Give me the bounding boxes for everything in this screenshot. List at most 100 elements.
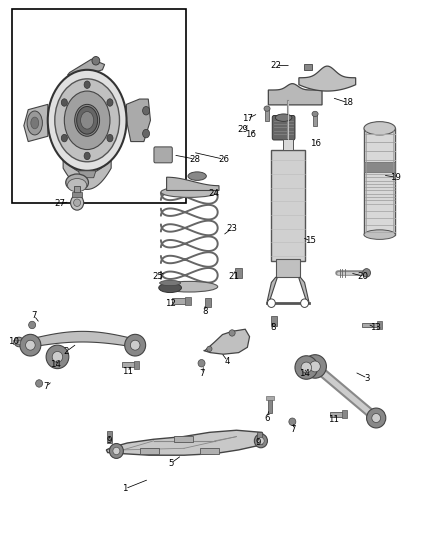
Polygon shape [29,332,136,348]
Bar [276,259,300,277]
Bar [172,298,189,304]
Ellipse shape [229,330,235,336]
Ellipse shape [55,79,120,162]
Bar [362,322,380,327]
Bar [13,340,20,344]
Bar [12,9,186,203]
Polygon shape [299,277,309,305]
Text: 12: 12 [165,299,176,308]
Ellipse shape [258,438,264,445]
Ellipse shape [289,418,296,425]
Text: 9: 9 [106,437,112,446]
Text: 14: 14 [299,369,310,378]
Polygon shape [267,277,277,305]
Ellipse shape [143,107,150,115]
Bar [122,362,137,367]
Text: 28: 28 [190,155,201,164]
Ellipse shape [364,122,396,135]
Ellipse shape [14,337,24,347]
Ellipse shape [161,281,218,292]
Text: 13: 13 [370,323,381,332]
Ellipse shape [276,114,292,122]
Text: 3: 3 [365,374,370,383]
Bar [271,150,305,261]
Ellipse shape [35,379,42,387]
Text: 10: 10 [8,337,19,346]
Text: 4: 4 [225,357,230,366]
Polygon shape [204,329,250,354]
Text: 2: 2 [64,347,69,356]
Text: 26: 26 [218,155,229,164]
Text: 15: 15 [305,237,316,246]
Text: 11: 11 [122,367,133,376]
Text: 24: 24 [208,189,219,198]
Ellipse shape [20,334,41,356]
Text: 8: 8 [202,307,208,316]
Text: 25: 25 [152,272,163,280]
Text: 1: 1 [122,484,128,493]
Bar [313,115,317,126]
Ellipse shape [304,354,326,378]
Ellipse shape [254,434,268,448]
Polygon shape [106,430,266,455]
Ellipse shape [25,340,35,350]
FancyBboxPatch shape [154,147,172,163]
Ellipse shape [113,447,120,455]
Bar [74,186,80,199]
Text: 16: 16 [245,130,256,139]
Text: 6: 6 [264,414,270,423]
Ellipse shape [92,56,100,65]
Ellipse shape [28,321,35,329]
Bar [304,64,312,70]
Ellipse shape [64,91,110,150]
Bar [364,128,396,235]
Ellipse shape [198,360,205,367]
Bar [330,412,346,417]
Text: 9: 9 [256,439,261,448]
Polygon shape [127,99,150,142]
Ellipse shape [367,408,386,428]
Text: 27: 27 [54,199,65,208]
Bar [377,321,382,329]
Text: 18: 18 [343,98,353,107]
Bar [283,139,293,150]
Ellipse shape [364,230,396,239]
Text: 7: 7 [290,425,296,434]
Bar [140,448,159,454]
Text: 16: 16 [310,139,321,148]
Ellipse shape [71,195,84,210]
Text: 19: 19 [390,173,401,182]
Bar [364,163,396,172]
Ellipse shape [161,187,218,197]
Ellipse shape [363,269,371,277]
Ellipse shape [143,130,150,138]
Ellipse shape [295,356,318,379]
Text: 14: 14 [50,360,61,369]
Ellipse shape [77,107,98,134]
Polygon shape [78,171,96,177]
Ellipse shape [159,283,181,293]
Polygon shape [268,84,322,105]
Polygon shape [63,158,111,189]
Ellipse shape [188,172,206,180]
Ellipse shape [107,99,113,106]
Ellipse shape [46,345,69,369]
Ellipse shape [268,299,276,308]
Bar [268,398,272,413]
Text: 21: 21 [229,272,240,280]
Ellipse shape [75,104,99,136]
Ellipse shape [61,134,67,142]
Polygon shape [24,104,48,142]
Ellipse shape [31,117,39,129]
Ellipse shape [264,106,270,111]
Ellipse shape [312,111,318,117]
Ellipse shape [48,70,127,171]
Text: 7: 7 [44,382,49,391]
Ellipse shape [125,334,146,356]
Ellipse shape [131,340,140,350]
Bar [185,297,191,305]
Bar [271,316,277,326]
Text: 17: 17 [242,114,253,123]
Ellipse shape [84,81,90,88]
Text: 5: 5 [168,459,174,467]
